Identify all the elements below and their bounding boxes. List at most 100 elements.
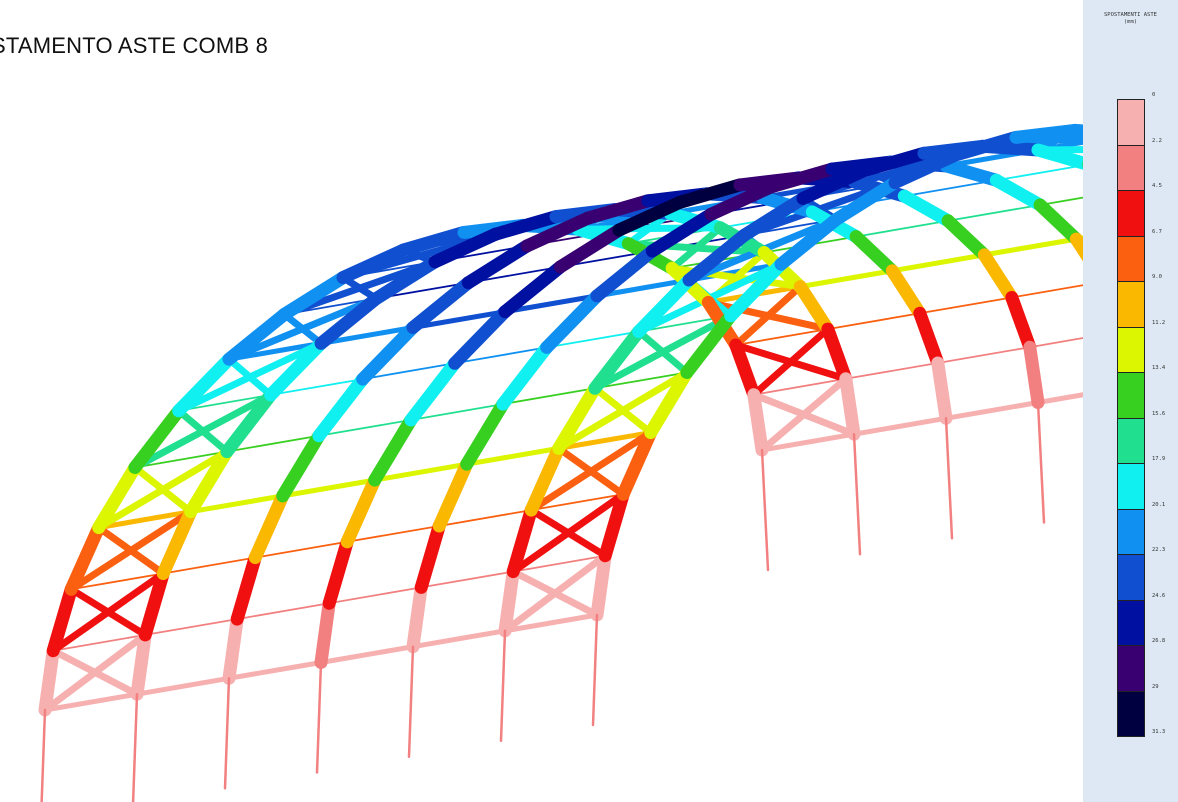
legend-label: 20.1 xyxy=(1152,501,1166,508)
truss-member xyxy=(594,277,692,299)
truss-member xyxy=(760,448,770,572)
legend-label: 6.7 xyxy=(1152,228,1162,235)
truss-member xyxy=(340,473,382,549)
truss-member xyxy=(397,225,471,257)
truss-member xyxy=(918,296,1013,315)
truss-member xyxy=(857,146,931,178)
truss-member xyxy=(501,387,596,406)
truss-member xyxy=(318,644,416,665)
legend-label: 9.0 xyxy=(1152,274,1162,280)
truss-member xyxy=(404,356,462,427)
truss-member xyxy=(774,212,843,271)
truss-member xyxy=(759,431,857,453)
truss-member xyxy=(496,340,554,411)
legend-label: 17.9 xyxy=(1152,456,1166,462)
truss-member xyxy=(885,264,927,320)
truss-member xyxy=(464,445,562,467)
truss-member xyxy=(254,540,349,559)
truss-member xyxy=(276,429,326,503)
truss-member xyxy=(995,163,1090,182)
truss-member xyxy=(92,461,142,535)
truss-member xyxy=(590,244,659,303)
truss-member xyxy=(897,189,955,228)
legend-label: 29 xyxy=(1152,683,1159,690)
truss-member xyxy=(851,415,949,437)
legend-label: 31.3 xyxy=(1152,729,1166,735)
truss-member xyxy=(40,708,47,802)
truss-member xyxy=(220,388,278,459)
truss-member xyxy=(931,356,953,425)
legend-label: 0 xyxy=(1152,92,1156,98)
truss-member xyxy=(280,477,378,499)
truss-member xyxy=(682,228,751,287)
legend-label: 2.2 xyxy=(1152,137,1162,144)
truss-member xyxy=(128,404,186,474)
truss-member xyxy=(553,223,626,274)
legend-swatch xyxy=(1117,599,1145,646)
legend-swatch xyxy=(1117,235,1145,282)
truss-member xyxy=(888,148,962,190)
truss-member xyxy=(524,441,566,517)
legend-title-line1: SPOSTAMENTI ASTE xyxy=(1104,12,1157,18)
truss-member xyxy=(632,273,696,339)
truss-member xyxy=(172,352,236,418)
truss-member xyxy=(368,413,418,487)
truss-member xyxy=(590,549,612,622)
legend-swatch xyxy=(1117,690,1145,737)
truss-member xyxy=(70,572,165,591)
truss-member xyxy=(588,325,646,395)
truss-member xyxy=(737,191,810,242)
truss-member xyxy=(489,210,563,241)
truss-member xyxy=(540,289,604,354)
truss-member xyxy=(829,176,902,226)
truss-member xyxy=(95,524,167,577)
truss-member xyxy=(315,661,323,774)
truss-member xyxy=(793,280,835,336)
legend-label: 26.8 xyxy=(1152,638,1166,644)
truss-member xyxy=(732,283,804,349)
truss-member xyxy=(852,432,862,556)
truss-member xyxy=(184,445,234,519)
truss-member xyxy=(530,493,625,512)
truss-member xyxy=(312,372,370,443)
truss-member xyxy=(509,568,601,619)
truss-member xyxy=(42,691,140,713)
truss-member xyxy=(499,629,507,743)
truss-member xyxy=(314,596,336,669)
truss-member xyxy=(230,551,262,626)
truss-member xyxy=(506,503,538,579)
truss-member xyxy=(409,403,504,421)
truss-member xyxy=(581,194,655,225)
truss-member xyxy=(594,371,688,390)
truss-member xyxy=(724,257,788,323)
truss-member xyxy=(460,397,510,471)
truss-member xyxy=(131,692,139,802)
truss-member xyxy=(635,328,691,376)
truss-member xyxy=(314,292,383,350)
truss-member xyxy=(1023,340,1045,409)
truss-member xyxy=(406,580,428,654)
legend-title-line2: (mm) xyxy=(1123,19,1138,25)
truss-member xyxy=(438,509,533,527)
diagram-title: STAMENTO ASTE COMB 8 xyxy=(0,33,269,58)
truss-member xyxy=(1031,143,1095,171)
truss-member xyxy=(64,521,106,596)
truss-member xyxy=(644,366,694,440)
truss-member xyxy=(645,207,718,258)
legend-label: 13.4 xyxy=(1152,365,1166,371)
truss-member xyxy=(855,219,949,238)
truss-member xyxy=(318,325,416,346)
truss-member xyxy=(498,565,520,638)
truss-member xyxy=(826,312,921,331)
truss-member xyxy=(949,130,1023,162)
truss-member xyxy=(527,506,609,560)
truss-member xyxy=(591,384,655,437)
truss-member xyxy=(225,355,275,399)
truss-member xyxy=(225,434,320,453)
truss-member xyxy=(598,487,630,563)
legend-label: 11.2 xyxy=(1152,319,1166,326)
truss-member xyxy=(555,444,627,498)
legend-title: SPOSTAMENTI ASTE (mm) xyxy=(1083,12,1178,26)
truss-member xyxy=(317,419,412,437)
